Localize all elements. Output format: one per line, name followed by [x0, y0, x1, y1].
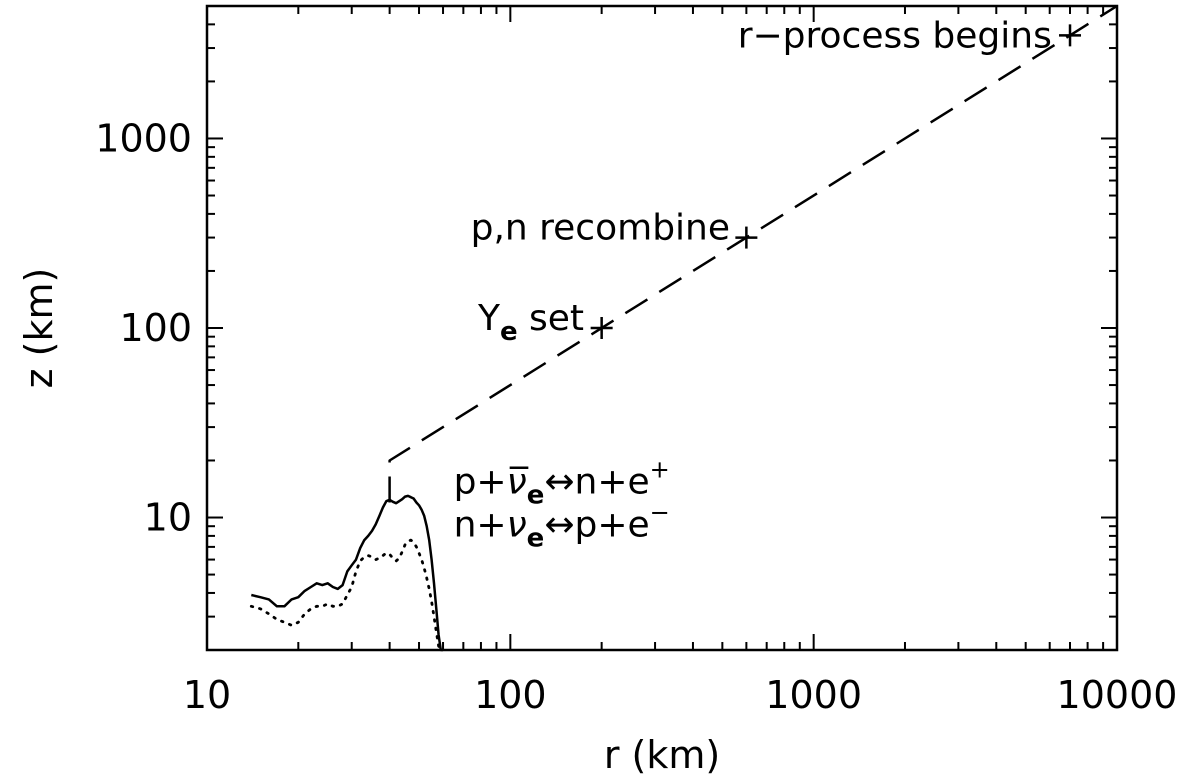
series-line-solid	[251, 494, 443, 652]
reaction1-sub: e	[527, 480, 545, 510]
annotation-pn-recombine: p,n recombine	[471, 208, 730, 249]
plot-frame	[205, 4, 1119, 652]
y-tick-label: 100	[119, 306, 192, 350]
reaction1-nu: ν̅	[507, 461, 529, 502]
reaction1-sup: +	[650, 455, 670, 483]
series-line-dashed	[388, 4, 1118, 503]
x-tick-label: 1000	[765, 673, 862, 717]
x-tick-label: 100	[474, 673, 547, 717]
annotation-ye-set: Ye set	[477, 298, 584, 347]
tick-labels: 10 100 1000 10000 10 100 1000	[95, 116, 1177, 717]
ye-subscript: e	[500, 317, 518, 347]
reaction2-sub: e	[527, 523, 545, 553]
plus-marker	[735, 226, 758, 249]
ye-main: Y	[477, 298, 501, 339]
reaction1-arrow: ↔n+e	[544, 461, 649, 502]
x-axis-title: r (km)	[604, 733, 720, 777]
x-tick-label: 10	[183, 673, 231, 717]
annotation-reaction-2: n+νe↔p+e−	[454, 498, 670, 553]
series-line-dotted	[249, 538, 445, 652]
axis-ticks	[206, 5, 1118, 651]
series-layer	[249, 4, 1118, 652]
markers-layer	[590, 24, 1082, 339]
reaction2-sup: −	[650, 498, 670, 526]
reaction2-nu: ν	[507, 504, 527, 545]
y-axis-title: z (km)	[17, 268, 61, 389]
annotation-reaction-1: p+ν̅e↔n+e+	[454, 455, 670, 510]
reaction2-arrow: ↔p+e	[544, 504, 649, 545]
plus-marker	[590, 317, 613, 339]
y-tick-label: 1000	[95, 116, 192, 160]
y-tick-label: 10	[144, 496, 192, 540]
reaction2-p1: n+	[454, 504, 507, 545]
x-tick-label: 10000	[1057, 673, 1178, 717]
plus-marker	[1059, 24, 1082, 47]
reaction1-p1: p+	[454, 461, 507, 502]
annotation-r-process-begins: r−process begins	[738, 15, 1052, 56]
ye-rest: set	[518, 298, 584, 339]
